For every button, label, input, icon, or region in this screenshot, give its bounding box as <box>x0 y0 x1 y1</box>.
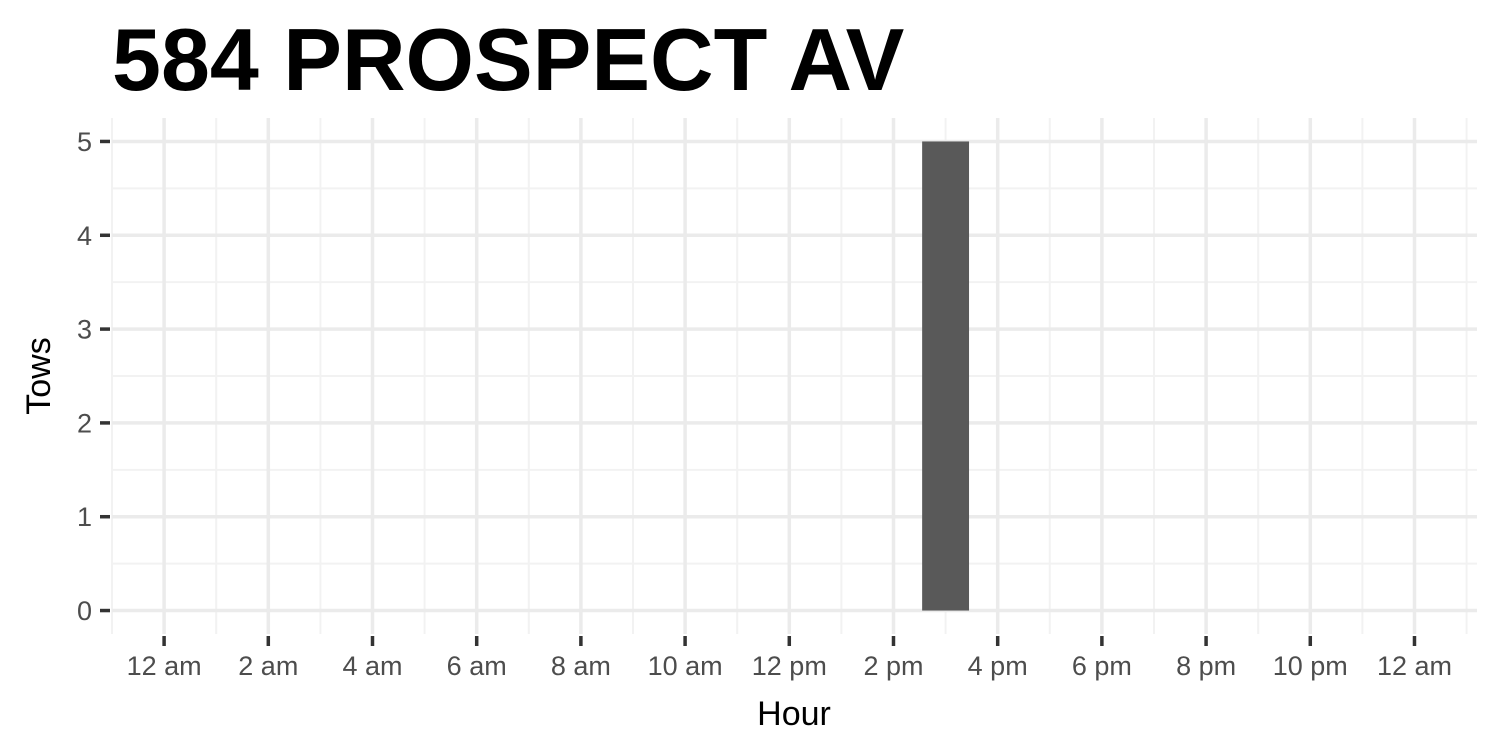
x-tick-label: 4 am <box>342 651 402 681</box>
x-tick-label: 2 am <box>238 651 298 681</box>
x-tick-label: 6 am <box>447 651 507 681</box>
x-tick-label: 4 pm <box>968 651 1028 681</box>
y-tick-label: 1 <box>77 502 92 532</box>
x-axis-title: Hour <box>757 695 831 733</box>
y-tick-label: 0 <box>77 596 92 626</box>
y-axis: 0 1 2 3 4 5 <box>77 127 110 626</box>
y-tick-label: 5 <box>77 127 92 157</box>
bars <box>922 141 970 611</box>
x-tick-label: 6 pm <box>1072 651 1132 681</box>
chart-title: 584 PROSPECT AV <box>112 10 905 109</box>
y-tick-label: 4 <box>77 221 92 251</box>
x-axis: 12 am 2 am 4 am 6 am 8 am 10 am 12 pm 2 pm 4 pm 6… <box>127 636 1452 681</box>
x-tick-label: 12 am <box>127 651 202 681</box>
bar-hour-15 <box>922 141 970 611</box>
x-tick-label: 8 am <box>551 651 611 681</box>
x-tick-label: 12 pm <box>752 651 827 681</box>
grid <box>111 118 1477 634</box>
x-tick-label: 2 pm <box>863 651 923 681</box>
x-tick-label: 12 am <box>1377 651 1452 681</box>
y-axis-title: Tows <box>20 337 58 414</box>
y-tick-label: 3 <box>77 315 92 345</box>
x-tick-label: 8 pm <box>1176 651 1236 681</box>
x-tick-label: 10 pm <box>1273 651 1348 681</box>
y-tick-label: 2 <box>77 408 92 438</box>
x-tick-label: 10 am <box>648 651 723 681</box>
